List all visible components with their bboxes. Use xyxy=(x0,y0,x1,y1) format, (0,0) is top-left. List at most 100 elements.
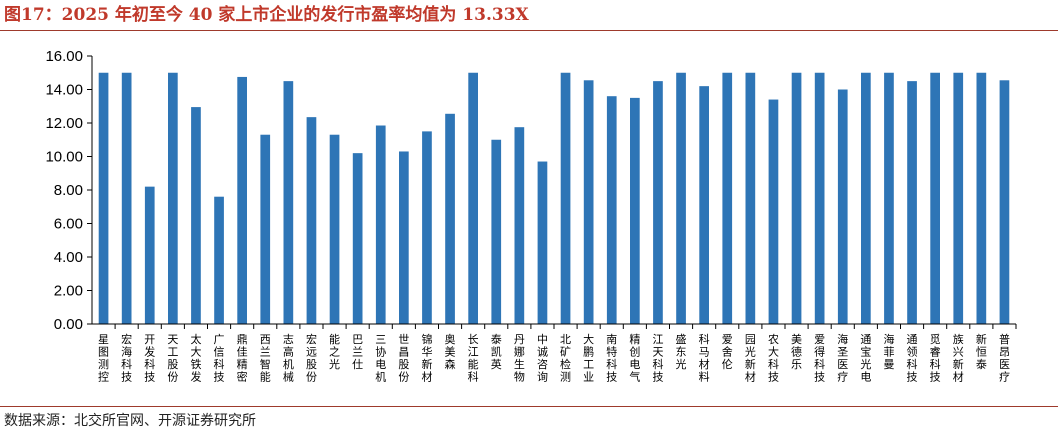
bar xyxy=(191,107,201,324)
x-tick-char: 能 xyxy=(329,332,340,346)
x-tick-label: 海菲曼 xyxy=(883,332,894,371)
x-tick-label: 农大科技 xyxy=(768,332,779,384)
x-tick-label: 能之光 xyxy=(329,332,340,371)
x-tick-char: 鼎 xyxy=(237,333,248,346)
y-tick-label: 2.00 xyxy=(54,283,83,300)
x-tick-label: 科马材料 xyxy=(699,332,710,384)
x-tick-label: 丹娜生物 xyxy=(514,333,525,384)
x-tick-char: 诚 xyxy=(537,346,548,359)
x-tick-char: 森 xyxy=(445,357,456,371)
x-tick-char: 之 xyxy=(329,345,340,359)
x-tick-char: 材 xyxy=(953,370,964,384)
x-tick-char: 娜 xyxy=(514,345,525,359)
x-tick-char: 鹏 xyxy=(583,346,594,359)
x-tick-label: 爱舍伦 xyxy=(722,333,733,371)
bar xyxy=(375,125,386,324)
x-tick-char: 技 xyxy=(121,371,132,384)
title-divider xyxy=(0,30,1058,31)
x-tick-char: 巴 xyxy=(352,333,363,346)
x-tick-char: 族 xyxy=(953,332,964,346)
x-tick-char: 宏 xyxy=(306,332,317,346)
x-tick-char: 盛 xyxy=(676,332,687,346)
x-tick-char: 江 xyxy=(468,346,479,359)
x-tick-label: 新恒泰 xyxy=(976,332,987,371)
x-tick-char: 美 xyxy=(445,346,456,359)
x-tick-char: 华 xyxy=(421,345,432,359)
x-tick-label: 盛东光 xyxy=(676,332,687,371)
x-tick-char: 科 xyxy=(652,357,663,371)
x-tick-label: 精创电气 xyxy=(629,333,640,384)
x-tick-char: 昂 xyxy=(999,346,1010,359)
x-tick-char: 东 xyxy=(676,346,687,359)
x-tick-char: 物 xyxy=(514,370,525,384)
bar xyxy=(468,72,478,324)
x-tick-char: 技 xyxy=(768,371,779,384)
y-tick-label: 16.00 xyxy=(45,48,83,65)
x-tick-char: 奥 xyxy=(445,332,456,346)
bar xyxy=(306,117,317,324)
x-tick-label: 海圣医疗 xyxy=(837,332,848,384)
x-tick-char: 技 xyxy=(930,371,941,384)
x-tick-label: 长江能科 xyxy=(468,333,479,384)
x-tick-char: 股 xyxy=(167,358,178,371)
x-tick-char: 睿 xyxy=(930,345,941,359)
x-tick-char: 泰 xyxy=(491,332,502,346)
x-tick-char: 马 xyxy=(699,346,710,359)
x-tick-char: 高 xyxy=(283,345,294,359)
x-tick-char: 电 xyxy=(375,358,386,371)
x-tick-char: 发 xyxy=(190,370,201,384)
x-tick-char: 宝 xyxy=(860,345,871,359)
x-tick-char: 创 xyxy=(629,346,640,359)
x-tick-char: 材 xyxy=(699,357,710,371)
x-tick-char: 佳 xyxy=(237,345,248,359)
x-tick-label: 北矿检测 xyxy=(560,333,571,384)
x-tick-char: 能 xyxy=(260,370,271,384)
figure-source: 数据来源：北交所官网、开源证券研究所 xyxy=(4,413,256,429)
y-tick-label: 12.00 xyxy=(45,115,83,132)
x-tick-char: 长 xyxy=(468,333,479,346)
x-tick-char: 仕 xyxy=(352,358,363,371)
x-tick-label: 世昌股份 xyxy=(398,333,409,384)
x-tick-label: 太大铁发 xyxy=(190,333,201,384)
x-tick-char: 爱 xyxy=(722,333,733,346)
bar xyxy=(283,81,294,325)
bar xyxy=(861,72,871,324)
x-tick-char: 份 xyxy=(167,371,178,384)
x-tick-label: 园光新材 xyxy=(745,333,756,384)
x-tick-label: 大鹏工业 xyxy=(583,332,594,384)
bar xyxy=(837,89,848,324)
x-tick-char: 海 xyxy=(883,332,894,346)
x-tick-char: 份 xyxy=(398,371,409,384)
x-tick-char: 咨 xyxy=(537,357,548,371)
x-tick-char: 天 xyxy=(167,333,178,346)
bar xyxy=(399,151,409,324)
x-tick-char: 光 xyxy=(676,357,687,371)
x-tick-char: 测 xyxy=(98,358,109,371)
x-tick-char: 舍 xyxy=(722,345,733,359)
x-tick-char: 科 xyxy=(468,370,479,384)
x-tick-char: 领 xyxy=(907,346,918,359)
bar xyxy=(560,72,571,324)
bar xyxy=(98,72,109,324)
bar xyxy=(722,72,733,324)
x-tick-char: 丹 xyxy=(514,333,525,346)
x-tick-char: 检 xyxy=(560,357,571,371)
x-tick-char: 精 xyxy=(237,358,248,371)
y-tick-label: 8.00 xyxy=(54,182,83,199)
x-tick-char: 精 xyxy=(629,333,640,346)
bar xyxy=(260,134,271,324)
bar xyxy=(514,127,525,324)
bar xyxy=(653,81,663,325)
x-tick-label: 开发科技 xyxy=(144,333,155,384)
x-tick-char: 材 xyxy=(421,370,432,384)
x-tick-char: 技 xyxy=(814,371,825,384)
y-tick-label: 0.00 xyxy=(54,316,83,333)
x-tick-char: 医 xyxy=(837,358,848,371)
x-tick-char: 新 xyxy=(421,357,432,371)
x-tick-char: 工 xyxy=(167,346,178,359)
bar xyxy=(329,134,340,324)
bar xyxy=(884,72,894,324)
x-tick-char: 份 xyxy=(306,371,317,384)
bar xyxy=(422,131,432,325)
y-tick-label: 6.00 xyxy=(54,216,83,233)
